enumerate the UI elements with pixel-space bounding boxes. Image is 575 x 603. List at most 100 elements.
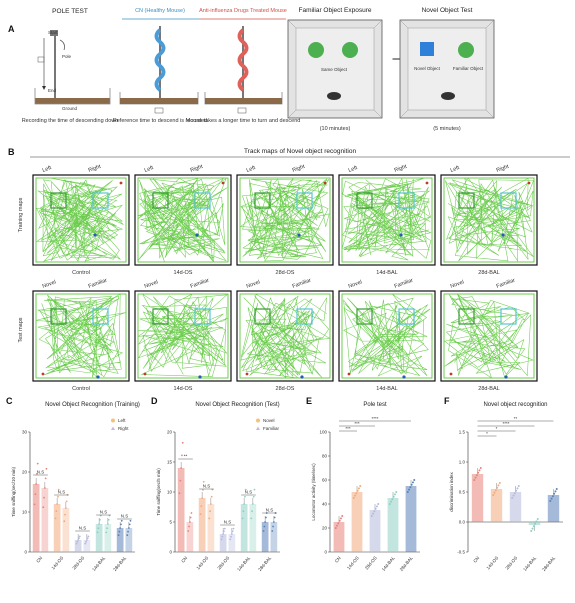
novel-time: (5 minutes): [433, 126, 461, 132]
dot: [242, 510, 245, 513]
timer-icon: [154, 107, 164, 114]
bar: [270, 522, 278, 552]
cn-mouse-schematic: [119, 26, 199, 114]
dot: [390, 500, 393, 503]
chart-title: Novel Object Recognition (Training): [45, 402, 140, 408]
dot: [127, 527, 130, 529]
y-tick-label: 20: [167, 430, 173, 435]
x-tick-label: 28d-OS: [71, 555, 85, 570]
arena-label-1: Left: [348, 165, 359, 174]
arena-label-2: Right: [496, 164, 511, 174]
dot: [535, 520, 538, 523]
track-map-training-3: Left Right 28d-OS: [236, 164, 334, 276]
bar: [387, 498, 399, 552]
dot: [107, 518, 110, 521]
novel-arena: [399, 19, 495, 119]
group-label: Control: [72, 270, 90, 276]
ground-label: Ground: [62, 106, 78, 111]
dot: [223, 530, 225, 533]
dot: [496, 486, 499, 489]
dot: [492, 494, 495, 496]
dot: [57, 488, 60, 491]
dot: [273, 516, 276, 519]
dot: [553, 492, 556, 495]
right-object-zone: [296, 192, 313, 209]
left-object-zone: [458, 192, 475, 209]
bar: [41, 488, 49, 552]
dot: [188, 521, 191, 523]
dot: [202, 480, 205, 483]
dot: [354, 494, 357, 497]
y-tick-label: 80: [322, 454, 328, 459]
pole-caption: Recording the time of descending down: [22, 118, 119, 124]
dot: [550, 497, 553, 500]
dot: [232, 527, 235, 530]
dot: [516, 487, 519, 490]
bar: [95, 524, 103, 552]
left-object-zone: [50, 192, 67, 209]
significance-label: N.S: [58, 490, 66, 495]
x-tick-label: 14d-OS: [346, 555, 360, 570]
dot: [97, 527, 100, 530]
dot: [189, 516, 192, 519]
dot: [372, 512, 375, 515]
dot: [534, 522, 537, 525]
x-tick-label: 28d-OS: [504, 555, 518, 570]
significance-label: N.S: [245, 490, 253, 495]
track-map-test-1: Novel Familiar Control: [32, 277, 130, 392]
y-tick-label: 10: [22, 510, 28, 515]
dot: [200, 505, 203, 507]
bar: [490, 489, 503, 522]
right-object-zone: [92, 308, 109, 325]
familiar-object-icon: [458, 42, 474, 58]
bracket-label: ***: [345, 426, 351, 431]
bar: [116, 528, 124, 552]
dot: [181, 441, 184, 444]
bar: [207, 504, 215, 552]
timer-icon-2: [237, 107, 247, 114]
mouse-icon: [327, 92, 341, 100]
dot: [85, 540, 87, 543]
dot: [36, 472, 38, 475]
dot: [190, 512, 193, 514]
familiar-arena: [287, 19, 383, 119]
dot: [497, 484, 500, 487]
dot: [96, 531, 99, 534]
arena-label-1: Novel: [144, 279, 159, 289]
bracket-label: *: [496, 426, 498, 431]
panel-charts: C Novel Object Recognition (Training) 0 10 2…: [0, 392, 575, 598]
dot: [498, 482, 501, 484]
legend-marker: [111, 418, 115, 423]
chart-letter: E: [306, 396, 312, 406]
bar: [62, 508, 70, 552]
dot: [339, 517, 342, 520]
arena-label-2: Familiar: [292, 277, 313, 289]
dot: [355, 492, 358, 495]
drug-caption: Mouse takes a longer time to turn and de…: [186, 118, 301, 124]
dot: [201, 497, 204, 499]
charts-svg: C Novel Object Recognition (Training) 0 10 2…: [6, 396, 563, 572]
y-tick-label: 0: [169, 550, 172, 555]
cn-caption: Reference time to descend is recorded: [113, 118, 207, 124]
y-tick-label: 0: [324, 550, 327, 555]
dot: [513, 492, 516, 495]
dot: [120, 523, 122, 526]
dot: [272, 521, 275, 523]
y-axis-label: discrimination index: [449, 471, 454, 511]
y-axis-label: Time sniffing(sec/10 min): [11, 466, 16, 517]
panel-a-svg: A POLE TEST Start End Pole Ground Record…: [8, 7, 495, 132]
bar: [240, 504, 248, 552]
dot: [515, 489, 518, 492]
dot: [493, 491, 496, 494]
x-tick-label: 14d-OS: [195, 555, 209, 570]
bar: [228, 534, 236, 552]
dot: [263, 525, 266, 528]
dot: [34, 493, 37, 496]
group-label: 28d-OS: [276, 386, 295, 390]
x-tick-label: CN: [35, 555, 43, 563]
y-tick-label: 30: [22, 430, 28, 435]
panel-b-title: Track maps of Novel object recognition: [244, 148, 357, 155]
novel-object-icon: [420, 42, 434, 56]
dot: [477, 471, 480, 474]
test-maps-label: Test maps: [18, 317, 24, 342]
